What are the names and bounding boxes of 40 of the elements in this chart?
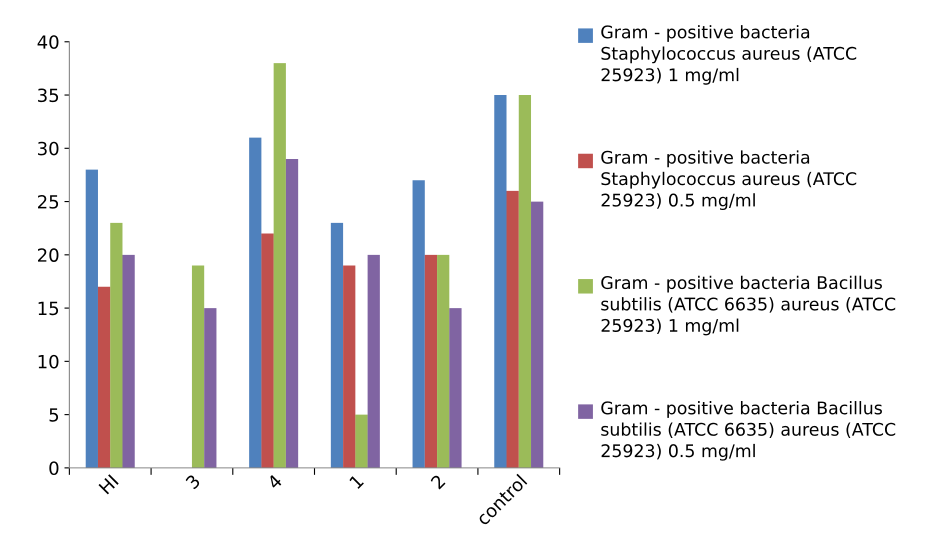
bar: [355, 414, 368, 468]
bar: [330, 222, 344, 468]
bar: [437, 254, 450, 468]
bar: [368, 254, 380, 468]
bar: [494, 95, 507, 468]
y-tick-label: 10: [38, 354, 58, 368]
bar: [249, 138, 262, 468]
x-tick-label: 1: [349, 474, 364, 490]
bar: [286, 158, 298, 468]
x-tick-label: HI: [98, 474, 119, 494]
y-tick-label: 35: [38, 88, 58, 102]
legend-label: Gram - positive bacteria Staphylococcus aureus (ATCC 25923) 0.5 mg/ml: [601, 150, 856, 210]
bar: [110, 222, 122, 468]
x-tick-label: 4: [266, 474, 283, 490]
bar: [261, 234, 274, 468]
bar: [506, 190, 519, 468]
bar: [122, 254, 135, 468]
y-tick-label: 20: [38, 248, 58, 262]
y-tick-label: 0: [49, 461, 58, 475]
x-tick-label: 3: [185, 474, 201, 490]
bar: [204, 308, 216, 468]
bar: [412, 180, 425, 468]
bar: [424, 254, 438, 468]
y-tick-label: 30: [38, 142, 58, 156]
legend-label: Gram - positive bacteria Bacillus subtilis (ATCC 6635) aureus (ATCC 25923) 1 mg/ml: [601, 276, 896, 336]
legend-label: Gram - positive bacteria Staphylococcus aureus (ATCC 25923) 1 mg/ml: [601, 25, 856, 85]
y-tick-label: 25: [38, 195, 58, 209]
bar: [86, 170, 98, 468]
x-tick-label: 2: [430, 474, 446, 490]
bar: [343, 265, 356, 468]
bar: [98, 286, 110, 468]
y-tick-label: 40: [38, 35, 58, 49]
bar: [274, 63, 286, 468]
bar: [192, 265, 204, 468]
y-tick-label: 5: [50, 408, 58, 422]
legend-label: Gram - positive bacteria Bacillus subtilis (ATCC 6635) aureus (ATCC 25923) 0.5 mg/ml: [601, 401, 896, 461]
bar: [531, 202, 544, 468]
y-tick-label: 15: [38, 302, 58, 316]
bar: [449, 308, 462, 468]
bar: [518, 95, 532, 468]
